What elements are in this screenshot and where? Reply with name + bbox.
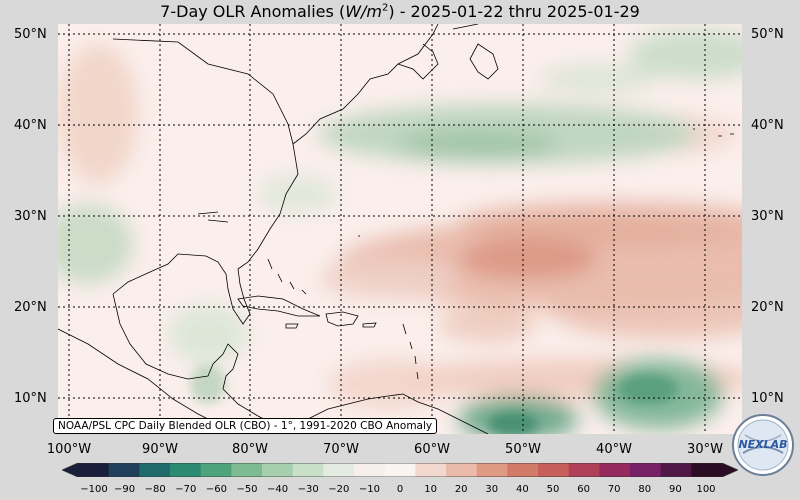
colorbar-extend-high <box>722 463 738 477</box>
colorbar-tick-label: −80 <box>144 484 166 495</box>
lon-label-50w: 50°W <box>505 442 541 457</box>
colorbar-tick-label: −50 <box>236 484 258 495</box>
map-title: 7-Day OLR Anomalies (W/m2) - 2025-01-22 … <box>0 2 800 21</box>
colorbar-segment <box>446 463 478 477</box>
colorbar-tick-label: 90 <box>669 484 682 495</box>
anomaly-fields <box>58 29 742 434</box>
lat-label-left-10: 10°N <box>14 391 47 406</box>
colorbar-segment <box>660 463 692 477</box>
colorbar-tick-label: 0 <box>396 484 404 495</box>
colorbar-segment <box>384 463 416 477</box>
colorbar-segment <box>231 463 263 477</box>
colorbar-tick-label: −40 <box>267 484 289 495</box>
colorbar-tick-label: −30 <box>297 484 319 495</box>
colorbar-segment <box>538 463 570 477</box>
colorbar-tick-label: 30 <box>485 484 499 495</box>
colorbar-segment <box>200 463 232 477</box>
title-units: W/m <box>345 2 382 21</box>
colorbar-tick-label: −60 <box>205 484 227 495</box>
lon-label-30w: 30°W <box>687 442 723 457</box>
colorbar-segment <box>108 463 140 477</box>
colorbar-segment <box>568 463 600 477</box>
colorbar-tick-label: −70 <box>175 484 197 495</box>
lat-label-left-50: 50°N <box>14 27 47 42</box>
colorbar-tick-label: 60 <box>577 484 590 495</box>
lon-label-80w: 80°W <box>232 442 268 457</box>
colorbar-segment <box>476 463 508 477</box>
colorbar <box>62 463 738 477</box>
lon-label-90w: 90°W <box>142 442 178 457</box>
colorbar-tick-label: −20 <box>328 484 350 495</box>
lat-label-left-40: 40°N <box>14 118 47 133</box>
title-units-exponent: 2 <box>381 2 389 14</box>
colorbar-segment <box>170 463 202 477</box>
colorbar-tick-label: 70 <box>607 484 621 495</box>
lon-label-100w: 100°W <box>46 442 92 457</box>
lat-label-left-20: 20°N <box>14 300 47 315</box>
colorbar-segment <box>507 463 539 477</box>
colorbar-segment <box>323 463 355 477</box>
lat-label-left-30: 30°N <box>14 209 47 224</box>
colorbar-tick-label: −10 <box>358 484 380 495</box>
colorbar-segment <box>139 463 171 477</box>
colorbar-tick-label: −90 <box>114 484 136 495</box>
colorbar-tick-label: 10 <box>424 484 437 495</box>
graticule <box>58 24 742 434</box>
lat-label-right-10: 10°N <box>751 391 784 406</box>
olr-anomaly-map <box>58 24 742 434</box>
colorbar-tick-label: 40 <box>516 484 529 495</box>
nexlab-logo: NEXLAB <box>732 414 794 476</box>
colorbar-segment <box>691 463 723 477</box>
lat-label-right-20: 20°N <box>751 300 784 315</box>
lat-label-right-30: 30°N <box>751 209 784 224</box>
colorbar-segment <box>415 463 447 477</box>
colorbar-segment <box>630 463 662 477</box>
lon-label-40w: 40°W <box>596 442 632 457</box>
colorbar-tick-label: 80 <box>638 484 652 495</box>
colorbar-segment <box>292 463 324 477</box>
lat-label-right-50: 50°N <box>751 27 784 42</box>
colorbar-tick-label: 50 <box>546 484 560 495</box>
colorbar-segment <box>354 463 386 477</box>
colorbar-extend-low <box>62 463 78 477</box>
title-prefix: 7-Day OLR Anomalies ( <box>160 2 346 21</box>
title-suffix: ) - 2025-01-22 thru 2025-01-29 <box>388 2 640 21</box>
colorbar-segment <box>78 463 110 477</box>
colorbar-tick-label: −100 <box>80 484 108 495</box>
colorbar-segments <box>62 463 738 477</box>
lon-label-60w: 60°W <box>414 442 450 457</box>
colorbar-tick-label: 20 <box>454 484 468 495</box>
lat-label-right-40: 40°N <box>751 118 784 133</box>
logo-text: NEXLAB <box>738 438 787 451</box>
colorbar-segment <box>262 463 294 477</box>
colorbar-tick-label: 100 <box>696 484 716 495</box>
data-source-note: NOAA/PSL CPC Daily Blended OLR (CBO) - 1… <box>53 418 438 434</box>
lon-label-70w: 70°W <box>323 442 359 457</box>
colorbar-segment <box>599 463 631 477</box>
strong-anomaly-cores <box>190 364 678 434</box>
